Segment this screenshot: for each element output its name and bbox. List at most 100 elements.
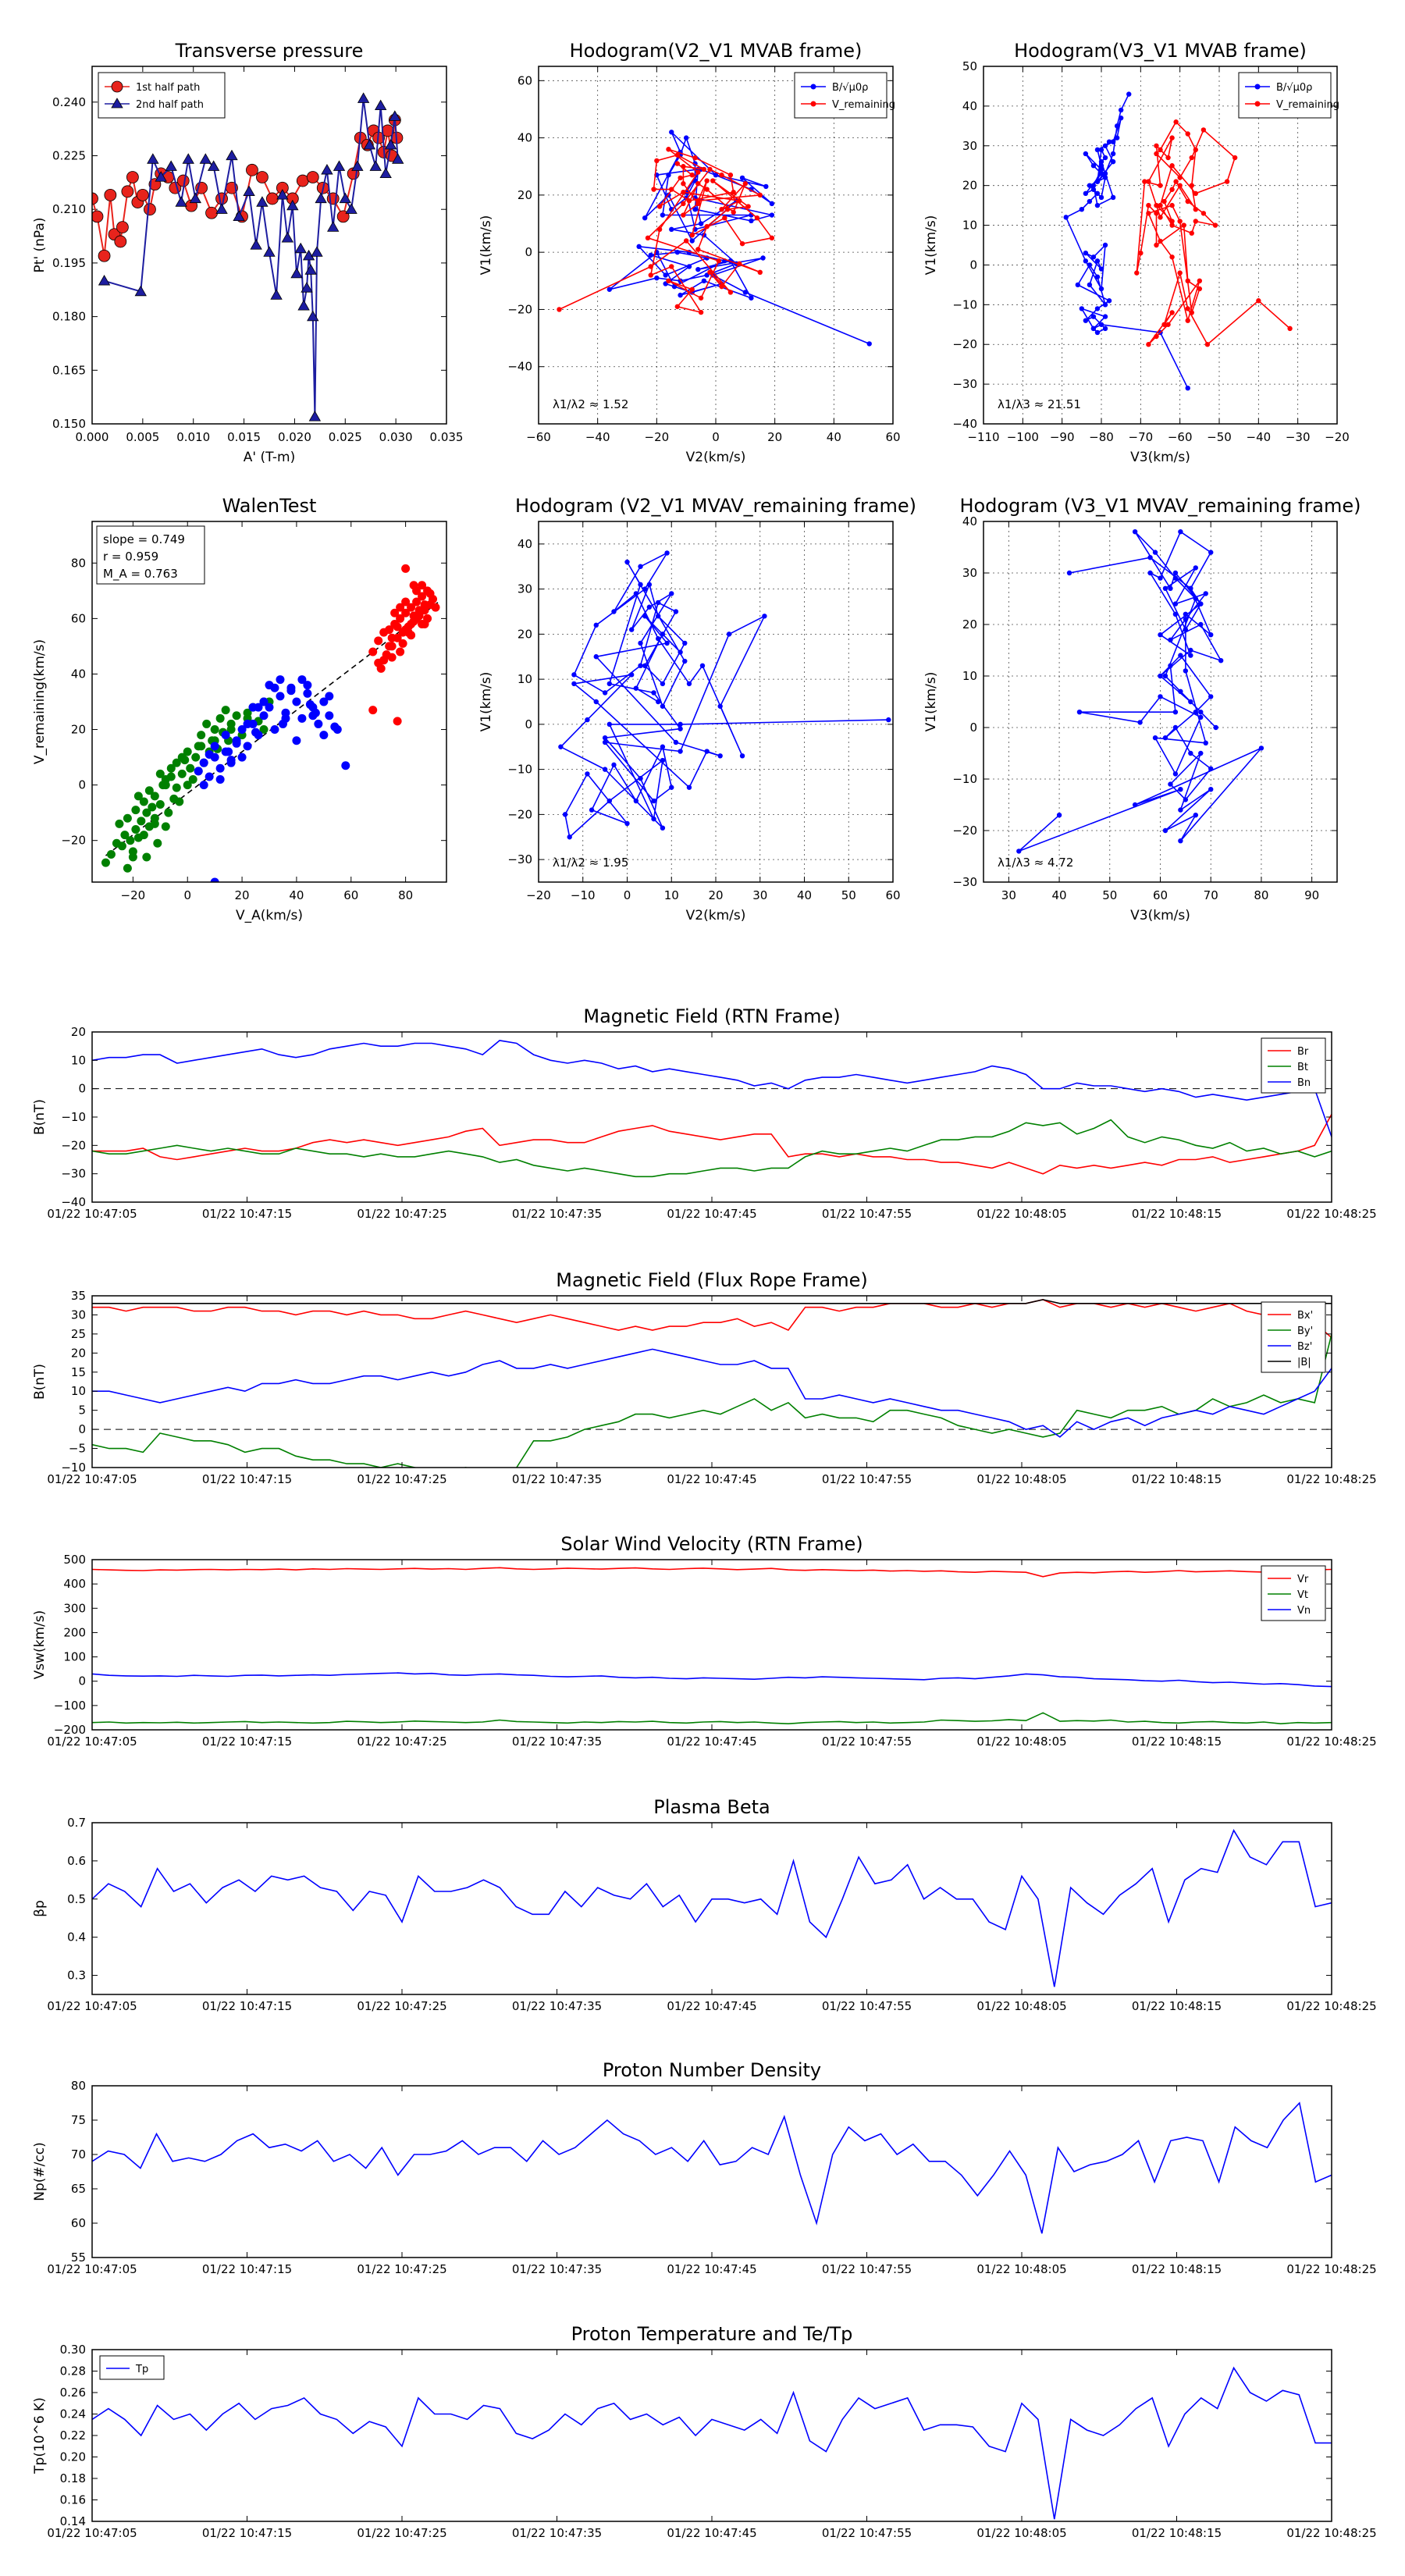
x-tick-label: 01/22 10:48:15 [1132,1207,1222,1221]
data-point [1193,710,1199,715]
y-tick-label: 300 [63,1601,86,1615]
data-point [308,411,322,422]
series-line-Br [92,1114,1332,1175]
y-tick-label: −30 [507,852,532,866]
data-point [407,619,416,628]
data-point [678,649,683,655]
data-point [673,609,679,614]
data-point [669,785,674,790]
plot-area [92,1829,1332,1987]
x-tick-label: 01/22 10:48:05 [976,1472,1066,1486]
legend-box [1261,1565,1326,1621]
data-point [1098,266,1104,272]
data-point [319,697,329,706]
data-point [401,608,411,617]
legend: Bx' By' Bz' |B| [1261,1301,1326,1373]
data-point [1102,175,1108,180]
legend: Vr Vt Vn [1261,1565,1326,1621]
data-point [259,725,269,735]
data-point [1087,183,1093,188]
chart-pt: 0.000 0.005 0.010 0.015 0.020 0.025 0.030 0.035… [32,40,463,465]
y-tick-label: 0.180 [52,310,86,324]
y-tick-label: 20 [962,617,977,632]
series-line-0 [1065,94,1189,389]
data-point [1102,302,1108,308]
data-point [294,242,307,254]
data-point [1208,787,1214,792]
y-axis-label: Pt' (nPa) [32,218,48,273]
data-point [396,614,405,623]
stats-line: r = 0.959 [103,550,158,564]
data-point [704,749,710,754]
data-point [1185,278,1190,283]
data-point [1146,179,1151,184]
plot-frame [538,66,894,425]
data-point [131,824,140,834]
x-tick-label: 0 [183,888,191,902]
data-point [1208,766,1214,771]
x-tick-label: 01/22 10:47:15 [202,1207,292,1221]
data-point [710,178,716,183]
chart-title: Magnetic Field (RTN Frame) [583,1005,840,1027]
series-line-Bt [92,1119,1332,1178]
data-point [713,173,719,178]
data-point [704,187,710,192]
data-point [1090,163,1097,169]
data-point [669,264,674,269]
data-point [656,614,661,619]
series-line-1 [104,98,399,417]
x-tick-label: 01/22 10:47:15 [202,2262,292,2276]
data-point [1083,318,1089,323]
legend-label: Vt [1297,1589,1308,1601]
data-point [385,642,394,651]
x-tick-label: 01/22 10:47:25 [357,2526,446,2540]
data-point [1087,198,1093,205]
y-tick-label: 40 [962,99,977,113]
y-tick-label: 0.7 [67,1816,86,1830]
plot-frame [91,1295,1332,1468]
data-point [1169,202,1175,208]
series-line-0 [609,131,870,345]
data-point [642,663,648,668]
data-point [1193,147,1199,153]
data-point [686,785,692,790]
data-point [1172,611,1179,617]
x-tick-label: 01/22 10:47:15 [202,1472,292,1486]
data-point [224,747,233,756]
y-tick-label: 20 [71,1346,86,1360]
y-tick-label: −20 [507,807,532,821]
data-point [1158,575,1163,581]
data-point [1178,529,1183,535]
data-point [666,147,671,152]
data-point [1075,282,1081,288]
data-point [1110,151,1116,157]
chart-title: Plasma Beta [653,1796,770,1818]
y-tick-label: 0.6 [67,1854,86,1868]
data-point [414,606,424,615]
data-point [681,212,686,218]
data-point [1154,202,1159,208]
data-point [638,663,643,668]
x-tick-label: 30 [752,888,767,902]
data-point [1193,219,1199,224]
data-point [1083,151,1089,157]
data-point [1169,222,1175,228]
legend-label: Vr [1297,1574,1309,1585]
series-line-Vn [92,1672,1332,1688]
series-line-Bn [92,1040,1332,1137]
data-point [602,739,608,745]
data-point [1183,797,1189,802]
data-point [1183,668,1189,674]
data-point [698,295,704,301]
y-tick-label: 30 [518,582,532,596]
x-tick-label: −100 [1007,430,1039,444]
data-point [1256,298,1261,304]
data-point [304,264,317,275]
legend: 1st half path 2nd half path [98,72,226,119]
legend-label: V_remaining [832,99,895,111]
data-point [727,290,734,295]
y-tick-label: −10 [61,1110,86,1124]
data-point [1193,207,1199,212]
y-tick-label: 40 [518,537,532,551]
data-point [716,258,721,264]
